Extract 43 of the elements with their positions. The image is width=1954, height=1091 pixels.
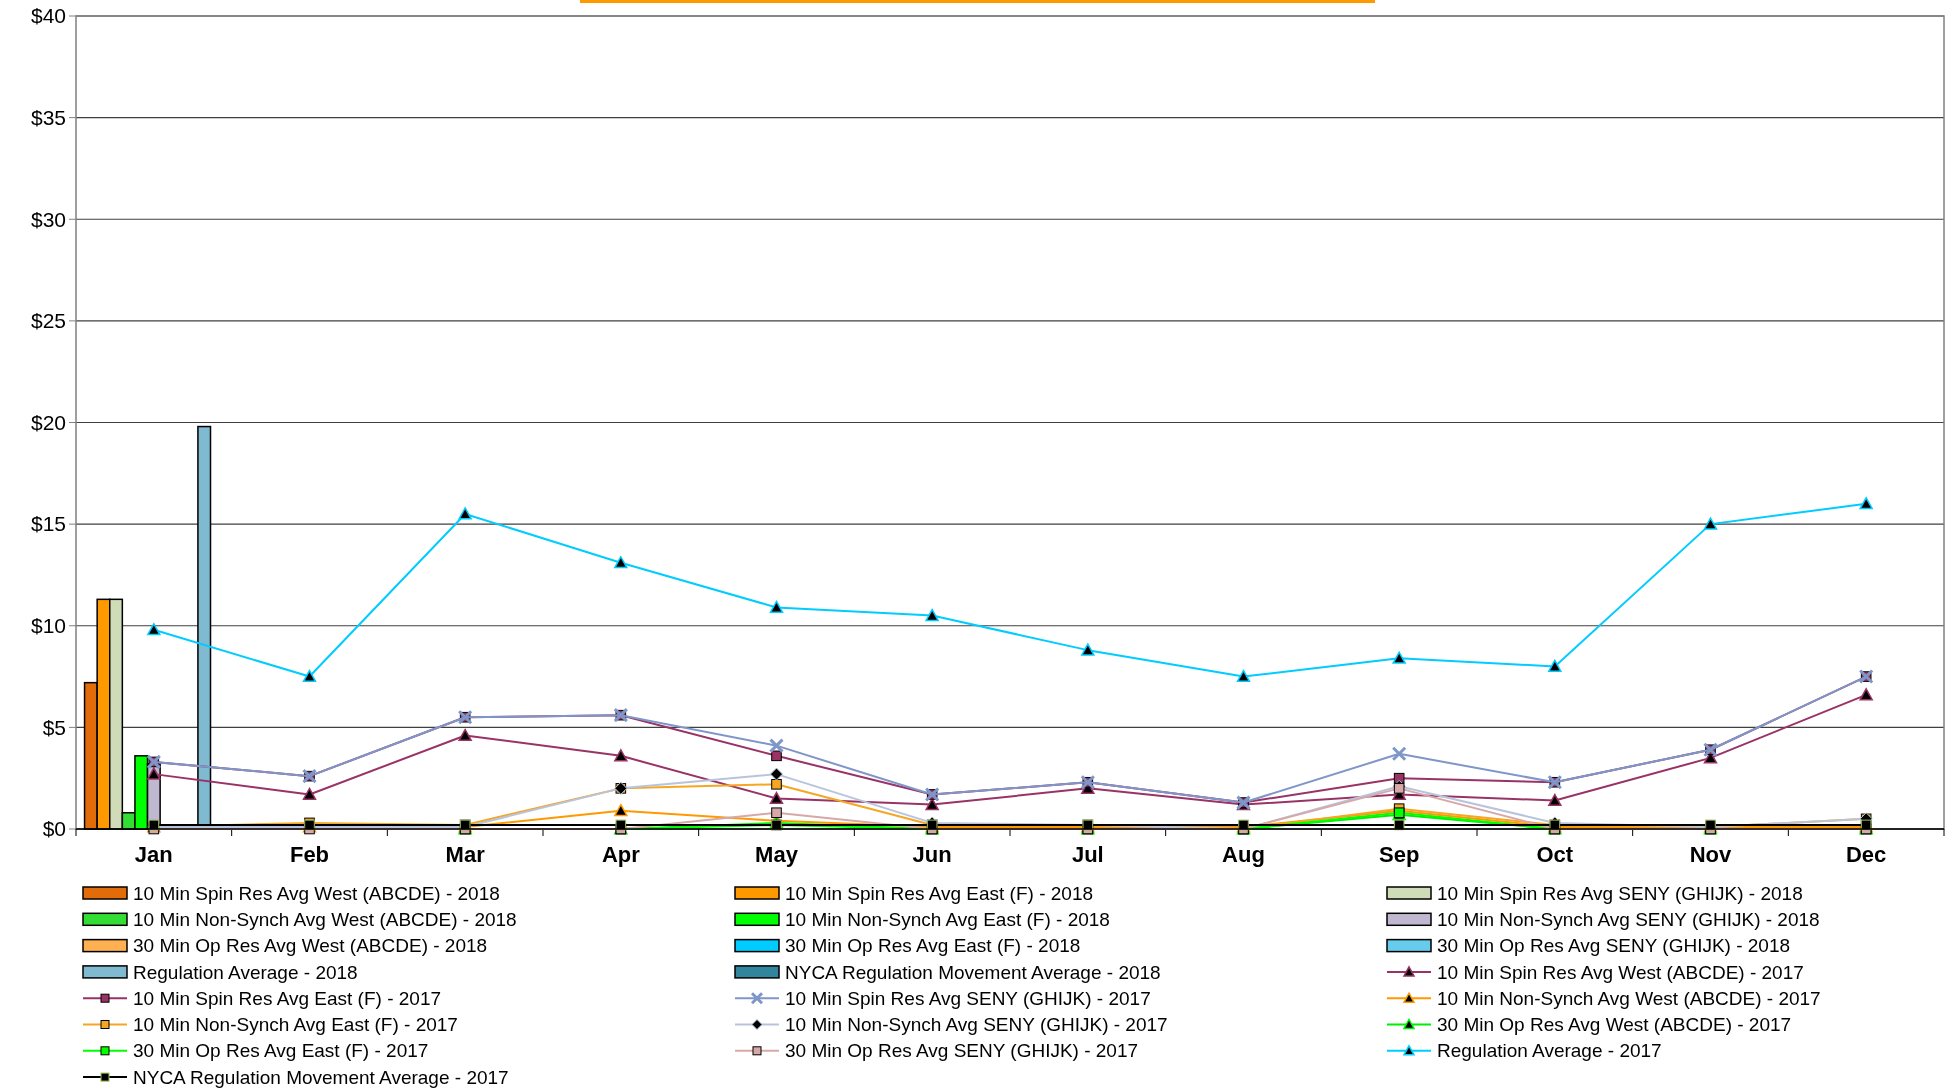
legend-label: 10 Min Non-Synch Avg West (ABCDE) - 2018 — [133, 908, 517, 930]
y-tick-label: $40 — [30, 4, 66, 28]
legend-label: 30 Min Op Res Avg SENY (GHIJK) - 2018 — [1437, 935, 1791, 957]
legend-label: 10 Min Non-Synch Avg West (ABCDE) - 2017 — [1437, 987, 1821, 1009]
y-tick-label: $30 — [30, 207, 66, 231]
y-tick-label: $20 — [30, 410, 66, 434]
legend-label: 10 Min Spin Res Avg East (F) - 2017 — [133, 987, 442, 1009]
legend-label: 30 Min Op Res Avg SENY (GHIJK) - 2017 — [785, 1040, 1139, 1062]
x-tick-label: Aug — [1222, 842, 1265, 867]
legend-label: 30 Min Op Res Avg West (ABCDE) - 2018 — [133, 935, 488, 957]
x-tick-label: Jan — [134, 842, 173, 867]
legend-label: 30 Min Op Res Avg East (F) - 2018 — [785, 935, 1081, 957]
x-tick-label: Dec — [1845, 842, 1887, 867]
legend-label: Regulation Average - 2017 — [1437, 1040, 1662, 1062]
y-tick-label: $15 — [30, 512, 66, 536]
x-tick-label: Nov — [1689, 842, 1733, 867]
legend-label: 30 Min Op Res Avg East (F) - 2017 — [133, 1040, 429, 1062]
legend-label: 30 Min Op Res Avg West (ABCDE) - 2017 — [1437, 1014, 1792, 1036]
legend-label: 10 Min Spin Res Avg West (ABCDE) - 2018 — [133, 882, 500, 904]
legend-label: 10 Min Non-Synch Avg East (F) - 2017 — [133, 1014, 458, 1036]
x-tick-label: Oct — [1536, 842, 1574, 867]
y-tick-label: $10 — [30, 614, 66, 638]
legend-label: 10 Min Spin Res Avg SENY (GHIJK) - 2017 — [785, 987, 1151, 1009]
legend-label: 10 Min Spin Res Avg SENY (GHIJK) - 2018 — [1437, 882, 1803, 904]
y-tick-label: $5 — [42, 715, 66, 739]
x-tick-label: May — [755, 842, 799, 867]
legend-label: 10 Min Non-Synch Avg SENY (GHIJK) - 2018 — [1437, 908, 1820, 930]
legend-label: NYCA Regulation Movement Average - 2018 — [785, 961, 1161, 983]
x-tick-label: Sep — [1378, 842, 1420, 867]
y-tick-label: $25 — [30, 309, 66, 333]
legend-label: 10 Min Spin Res Avg East (F) - 2018 — [785, 882, 1094, 904]
y-tick-label: $0 — [42, 817, 66, 841]
legend-label: NYCA Regulation Movement Average - 2017 — [133, 1066, 509, 1088]
legend-label: 10 Min Spin Res Avg West (ABCDE) - 2017 — [1437, 961, 1804, 983]
x-tick-label: Jul — [1071, 842, 1104, 867]
legend-label: 10 Min Non-Synch Avg East (F) - 2018 — [785, 908, 1110, 930]
y-tick-label: $35 — [30, 105, 66, 129]
x-tick-label: Jun — [912, 842, 952, 867]
legend-label: 10 Min Non-Synch Avg SENY (GHIJK) - 2017 — [785, 1014, 1168, 1036]
x-tick-label: Feb — [289, 842, 330, 867]
x-tick-label: Apr — [601, 842, 641, 867]
legend-label: Regulation Average - 2018 — [133, 961, 358, 983]
x-tick-label: Mar — [445, 842, 486, 867]
